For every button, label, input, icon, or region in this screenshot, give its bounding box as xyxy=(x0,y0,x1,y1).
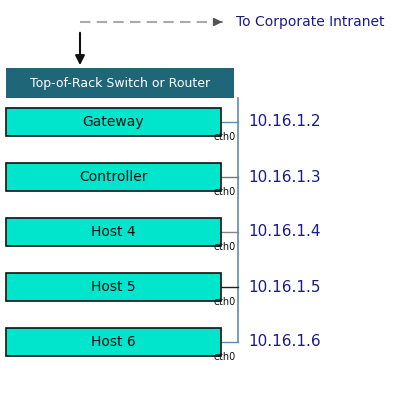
Text: 10.16.1.2: 10.16.1.2 xyxy=(248,114,321,130)
Bar xyxy=(6,328,221,356)
Bar xyxy=(6,273,221,301)
Text: eth0: eth0 xyxy=(214,187,236,197)
Text: eth0: eth0 xyxy=(214,242,236,252)
Bar xyxy=(6,218,221,246)
Text: 10.16.1.6: 10.16.1.6 xyxy=(248,335,321,349)
Text: eth0: eth0 xyxy=(214,132,236,142)
Text: Top-of-Rack Switch or Router: Top-of-Rack Switch or Router xyxy=(30,76,210,90)
Text: 10.16.1.4: 10.16.1.4 xyxy=(248,225,321,240)
Text: Gateway: Gateway xyxy=(83,115,144,129)
Text: eth0: eth0 xyxy=(214,297,236,307)
Text: eth0: eth0 xyxy=(214,352,236,362)
Text: Controller: Controller xyxy=(79,170,148,184)
Text: Host 4: Host 4 xyxy=(91,225,136,239)
Bar xyxy=(6,68,234,98)
Bar xyxy=(6,108,221,136)
Text: 10.16.1.5: 10.16.1.5 xyxy=(248,280,321,294)
Text: Host 6: Host 6 xyxy=(91,335,136,349)
Bar xyxy=(6,163,221,191)
Text: To Corporate Intranet: To Corporate Intranet xyxy=(236,15,384,29)
Text: 10.16.1.3: 10.16.1.3 xyxy=(248,169,321,185)
Text: Host 5: Host 5 xyxy=(91,280,136,294)
